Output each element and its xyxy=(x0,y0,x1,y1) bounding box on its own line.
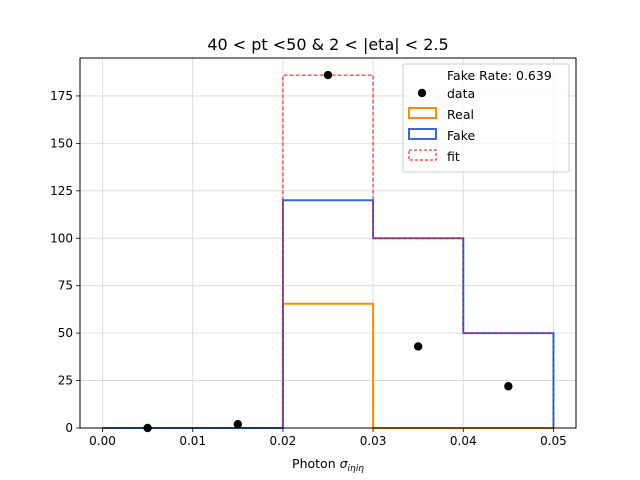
x-tick-label: 0.04 xyxy=(450,434,477,448)
legend-label-fit: fit xyxy=(447,149,460,164)
x-tick-label: 0.05 xyxy=(540,434,567,448)
legend-header: Fake Rate: 0.639 xyxy=(447,68,552,83)
y-tick-label: 75 xyxy=(58,279,73,293)
y-tick-label: 100 xyxy=(50,231,73,245)
data-points-layer xyxy=(143,70,513,433)
x-axis-label-main: Photon xyxy=(292,456,340,471)
x-axis-label-subscript: iηiη xyxy=(348,464,365,474)
data-point xyxy=(323,70,333,80)
x-tick-label: 0.00 xyxy=(89,434,116,448)
legend-swatch-real xyxy=(408,107,437,119)
x-tick-label: 0.01 xyxy=(179,434,206,448)
legend-label-data: data xyxy=(447,86,475,101)
y-tick-label: 175 xyxy=(50,89,73,103)
series-fake-step xyxy=(102,199,555,429)
data-point xyxy=(504,382,513,391)
plot-frame xyxy=(79,57,577,429)
ticks-layer: 0.00 0.01 0.02 0.03 0.04 0.05 0 25 50 75 100 125 150… xyxy=(50,89,567,448)
legend-box xyxy=(402,63,570,173)
y-tick-label: 150 xyxy=(50,136,73,150)
x-axis-label-symbol: σ xyxy=(340,456,349,471)
legend-swatch-fake xyxy=(408,128,437,140)
chart-title: 40 < pt <50 & 2 < |eta| < 2.5 xyxy=(207,35,448,54)
data-point xyxy=(233,420,243,429)
y-tick-label: 25 xyxy=(58,374,73,388)
data-point xyxy=(413,342,423,351)
legend: Fake Rate: 0.639 data Real Fake fit xyxy=(402,63,570,173)
legend-label-real: Real xyxy=(447,107,474,122)
series-real-step xyxy=(102,302,554,429)
y-tick-label: 125 xyxy=(50,184,73,198)
legend-marker-data xyxy=(417,88,427,98)
x-tick-label: 0.02 xyxy=(270,434,297,448)
y-tick-label: 0 xyxy=(65,421,73,435)
y-tick-label: 50 xyxy=(58,326,73,340)
x-axis-label: Photon σiηiη xyxy=(292,456,364,474)
x-tick-label: 0.03 xyxy=(360,434,387,448)
legend-swatch-fit xyxy=(408,149,437,161)
legend-label-fake: Fake xyxy=(447,128,475,143)
